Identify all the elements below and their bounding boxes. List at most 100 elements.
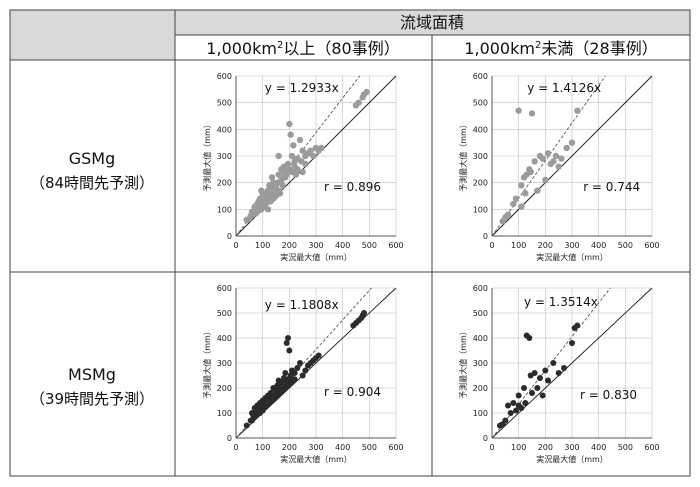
x-tick-label: 600 bbox=[644, 241, 659, 250]
data-point bbox=[287, 131, 294, 138]
x-tick-label: 100 bbox=[255, 443, 270, 452]
col2-header-sup: 2 bbox=[535, 40, 541, 51]
data-point bbox=[285, 376, 291, 383]
data-point bbox=[266, 182, 273, 189]
identity-line bbox=[491, 287, 653, 439]
y-tick-label: 200 bbox=[473, 179, 488, 188]
y-tick-label: 500 bbox=[473, 99, 488, 108]
y-tick-label: 600 bbox=[473, 284, 488, 293]
regression-line bbox=[235, 287, 372, 439]
y-tick-label: 300 bbox=[217, 152, 232, 161]
x-tick-label: 200 bbox=[538, 443, 553, 452]
col1-header: 1,000km2以上（80事例） bbox=[206, 39, 399, 58]
x-tick-label: 400 bbox=[591, 241, 606, 250]
x-tick-label: 300 bbox=[564, 241, 579, 250]
data-point bbox=[258, 187, 265, 194]
data-point bbox=[539, 392, 546, 399]
data-point bbox=[272, 182, 280, 189]
y-tick-label: 100 bbox=[217, 205, 232, 214]
y-tick-label: 600 bbox=[217, 284, 232, 293]
data-point bbox=[282, 370, 289, 376]
data-point bbox=[569, 340, 575, 346]
data-point bbox=[276, 190, 284, 197]
data-point bbox=[363, 88, 370, 96]
y-axis-label: 予測最大値（mm） bbox=[202, 120, 212, 192]
data-point bbox=[280, 163, 288, 170]
x-tick-label: 600 bbox=[644, 443, 659, 452]
x-tick-label: 400 bbox=[591, 443, 606, 452]
data-point bbox=[529, 390, 535, 396]
y-tick-label: 100 bbox=[473, 205, 488, 214]
data-point bbox=[534, 187, 541, 194]
header-corner-bg bbox=[10, 10, 175, 60]
correlation-label: r = 0.744 bbox=[583, 180, 640, 194]
data-point bbox=[302, 367, 309, 374]
chart-msm-small: 0 100 200 300 400 500 600 0 100 200 300 400 500 600 実況… bbox=[458, 284, 660, 464]
y-tick-label: 600 bbox=[217, 72, 232, 81]
regression-equation-label: y = 1.4126x bbox=[527, 81, 601, 95]
y-tick-label: 0 bbox=[227, 434, 232, 443]
data-point bbox=[505, 402, 511, 409]
data-point bbox=[249, 417, 255, 424]
y-axis-label: 予測最大値（mm） bbox=[458, 327, 468, 399]
x-tick-label: 300 bbox=[564, 443, 579, 452]
y-tick-label: 300 bbox=[473, 359, 488, 368]
data-point bbox=[291, 376, 298, 383]
col1-header-sup: 2 bbox=[277, 40, 283, 51]
data-point bbox=[515, 107, 522, 114]
data-point bbox=[515, 392, 522, 399]
data-point bbox=[275, 171, 282, 178]
col2-header: 1,000km2未満（28事例） bbox=[464, 39, 657, 58]
data-point bbox=[512, 195, 520, 202]
row2-name: MSMg bbox=[68, 365, 116, 384]
x-axis-label: 実況最大値（mm） bbox=[536, 252, 608, 262]
data-point bbox=[296, 136, 304, 144]
data-point bbox=[550, 158, 557, 165]
data-point bbox=[315, 352, 322, 359]
header-top-label: 流域面積 bbox=[400, 13, 464, 32]
identity-line bbox=[491, 75, 653, 237]
x-tick-label: 300 bbox=[308, 241, 323, 250]
data-point bbox=[355, 99, 362, 106]
row1-sub: （84時間先予測） bbox=[30, 174, 154, 192]
y-tick-label: 500 bbox=[217, 99, 232, 108]
x-tick-label: 100 bbox=[511, 443, 526, 452]
data-point bbox=[563, 144, 570, 152]
data-point bbox=[574, 107, 581, 114]
data-point bbox=[277, 386, 283, 393]
y-tick-label: 0 bbox=[483, 434, 488, 443]
data-point bbox=[279, 182, 286, 189]
regression-equation-label: y = 1.1808x bbox=[265, 298, 339, 312]
chart-gsm-small: 0 100 200 300 400 500 600 0 100 200 300 400 500 600 実況… bbox=[458, 72, 660, 262]
y-tick-label: 100 bbox=[473, 409, 488, 418]
y-tick-label: 600 bbox=[473, 72, 488, 81]
x-tick-label: 100 bbox=[511, 241, 526, 250]
y-tick-label: 300 bbox=[217, 359, 232, 368]
correlation-label: r = 0.896 bbox=[324, 180, 381, 194]
data-point bbox=[294, 365, 301, 371]
data-point bbox=[299, 168, 306, 176]
row2-sub: （39時間先予測） bbox=[30, 390, 154, 408]
data-point bbox=[550, 360, 557, 366]
data-point bbox=[521, 385, 527, 391]
data-point bbox=[510, 400, 517, 406]
x-tick-label: 500 bbox=[618, 443, 633, 452]
data-point bbox=[251, 203, 258, 210]
data-point bbox=[515, 402, 522, 409]
correlation-label: r = 0.904 bbox=[324, 385, 381, 399]
data-point bbox=[285, 335, 291, 341]
data-point bbox=[537, 375, 543, 381]
col2-header-suffix: 未満（28事例） bbox=[541, 39, 657, 58]
y-tick-label: 400 bbox=[217, 125, 232, 134]
data-point bbox=[558, 155, 565, 162]
data-point bbox=[294, 155, 301, 162]
data-point bbox=[246, 215, 253, 222]
data-point bbox=[531, 370, 538, 376]
x-tick-label: 500 bbox=[618, 241, 633, 250]
data-point bbox=[545, 377, 551, 384]
data-point bbox=[307, 147, 314, 154]
data-point bbox=[513, 407, 519, 414]
regression-line bbox=[491, 75, 606, 237]
